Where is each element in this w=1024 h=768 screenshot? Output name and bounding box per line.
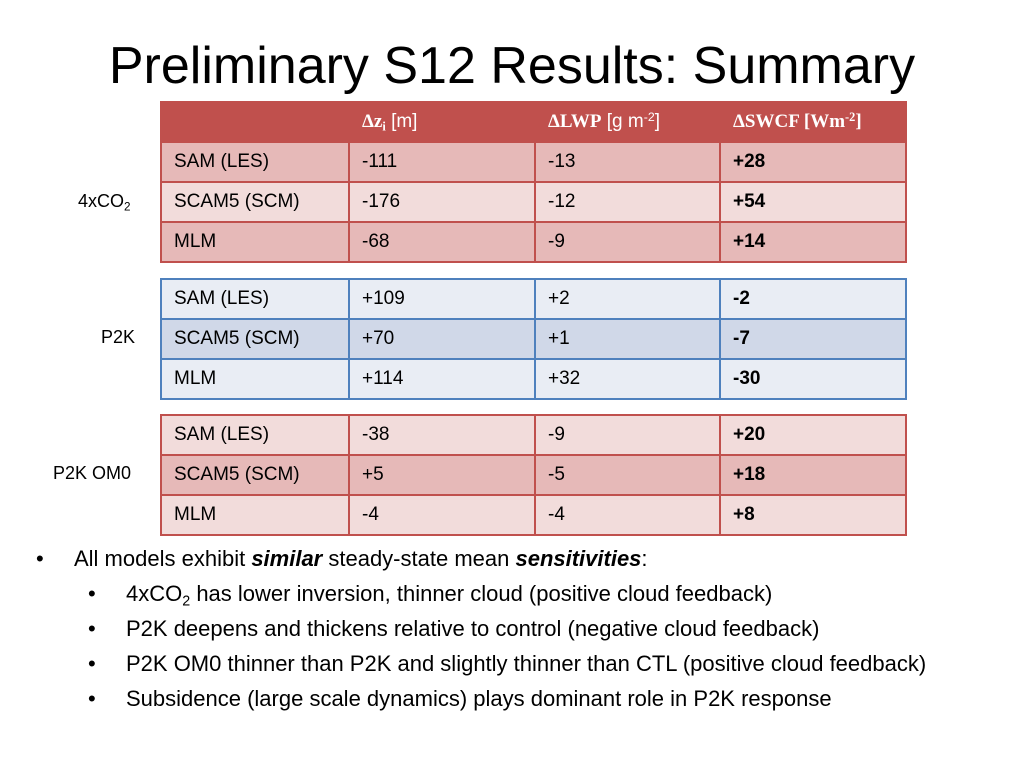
swcf-cell: +18	[720, 455, 906, 495]
swcf-cell: +28	[720, 142, 906, 182]
bullet-dot-icon: •	[88, 578, 96, 609]
dz-cell: +109	[349, 279, 535, 319]
results-table-p2k-om0: SAM (LES) -38 -9 +20 SCAM5 (SCM) +5 -5 +…	[160, 414, 907, 536]
results-table-4xco2: Δzi [m] ΔLWP [g m-2] ΔSWCF [Wm-2] SAM (L…	[160, 101, 907, 263]
bullet-dot-icon: •	[88, 613, 96, 644]
bullet-main-text: All models exhibit similar steady-state …	[74, 546, 648, 571]
bullet-dot-icon: •	[36, 543, 44, 574]
model-cell: MLM	[161, 359, 349, 399]
table-row: MLM +114 +32 -30	[161, 359, 906, 399]
model-cell: MLM	[161, 495, 349, 535]
table-header-row: Δzi [m] ΔLWP [g m-2] ΔSWCF [Wm-2]	[161, 102, 906, 142]
table-row: MLM -4 -4 +8	[161, 495, 906, 535]
summary-bullet-list: • All models exhibit similar steady-stat…	[36, 543, 976, 718]
sub-bullet-text: P2K deepens and thickens relative to con…	[126, 616, 819, 641]
table-row: SCAM5 (SCM) +70 +1 -7	[161, 319, 906, 359]
table-row: SAM (LES) +109 +2 -2	[161, 279, 906, 319]
table-row: SAM (LES) -111 -13 +28	[161, 142, 906, 182]
lwp-cell: -13	[535, 142, 720, 182]
lwp-cell: -4	[535, 495, 720, 535]
sub-bullet-text: 4xCO2 has lower inversion, thinner cloud…	[126, 581, 772, 606]
lwp-cell: +32	[535, 359, 720, 399]
model-cell: MLM	[161, 222, 349, 262]
table-row: SCAM5 (SCM) +5 -5 +18	[161, 455, 906, 495]
header-cell-delta-zi: Δzi [m]	[349, 102, 535, 142]
lwp-cell: +2	[535, 279, 720, 319]
lwp-cell: -12	[535, 182, 720, 222]
table-row: SAM (LES) -38 -9 +20	[161, 415, 906, 455]
swcf-cell: -2	[720, 279, 906, 319]
model-cell: SAM (LES)	[161, 142, 349, 182]
sub-bullet-text: P2K OM0 thinner than P2K and slightly th…	[126, 651, 926, 676]
sub-bullet-text: Subsidence (large scale dynamics) plays …	[126, 686, 832, 711]
model-cell: SCAM5 (SCM)	[161, 455, 349, 495]
dz-cell: -111	[349, 142, 535, 182]
header-cell-delta-lwp: ΔLWP [g m-2]	[535, 102, 720, 142]
lwp-cell: +1	[535, 319, 720, 359]
dz-cell: -4	[349, 495, 535, 535]
swcf-cell: -30	[720, 359, 906, 399]
swcf-cell: +54	[720, 182, 906, 222]
group-label-main: 4xCO	[78, 191, 124, 211]
dz-cell: +114	[349, 359, 535, 399]
model-cell: SCAM5 (SCM)	[161, 182, 349, 222]
header-cell-delta-swcf: ΔSWCF [Wm-2]	[720, 102, 906, 142]
group-label-subscript: 2	[124, 201, 131, 214]
model-cell: SCAM5 (SCM)	[161, 319, 349, 359]
group-label-4xco2: 4xCO2	[78, 191, 131, 212]
bullet-main: • All models exhibit similar steady-stat…	[36, 543, 976, 714]
sub-bullet-item: • P2K deepens and thickens relative to c…	[74, 613, 976, 644]
group-label-p2k-om0: P2K OM0	[53, 463, 131, 484]
swcf-cell: +8	[720, 495, 906, 535]
group-label-p2k: P2K	[101, 327, 135, 348]
swcf-cell: +20	[720, 415, 906, 455]
table-row: SCAM5 (SCM) -176 -12 +54	[161, 182, 906, 222]
model-cell: SAM (LES)	[161, 279, 349, 319]
table-row: MLM -68 -9 +14	[161, 222, 906, 262]
header-cell-blank	[161, 102, 349, 142]
sub-bullet-list: • 4xCO2 has lower inversion, thinner clo…	[74, 578, 976, 714]
lwp-cell: -5	[535, 455, 720, 495]
dz-cell: +70	[349, 319, 535, 359]
sub-bullet-item: • 4xCO2 has lower inversion, thinner clo…	[74, 578, 976, 609]
model-cell: SAM (LES)	[161, 415, 349, 455]
results-table-p2k: SAM (LES) +109 +2 -2 SCAM5 (SCM) +70 +1 …	[160, 278, 907, 400]
dz-cell: -38	[349, 415, 535, 455]
lwp-cell: -9	[535, 222, 720, 262]
swcf-cell: +14	[720, 222, 906, 262]
bullet-dot-icon: •	[88, 648, 96, 679]
lwp-cell: -9	[535, 415, 720, 455]
dz-cell: +5	[349, 455, 535, 495]
dz-cell: -68	[349, 222, 535, 262]
dz-cell: -176	[349, 182, 535, 222]
sub-bullet-item: • P2K OM0 thinner than P2K and slightly …	[74, 648, 976, 679]
bullet-dot-icon: •	[88, 683, 96, 714]
sub-bullet-item: • Subsidence (large scale dynamics) play…	[74, 683, 976, 714]
slide-title: Preliminary S12 Results: Summary	[0, 30, 1024, 102]
swcf-cell: -7	[720, 319, 906, 359]
